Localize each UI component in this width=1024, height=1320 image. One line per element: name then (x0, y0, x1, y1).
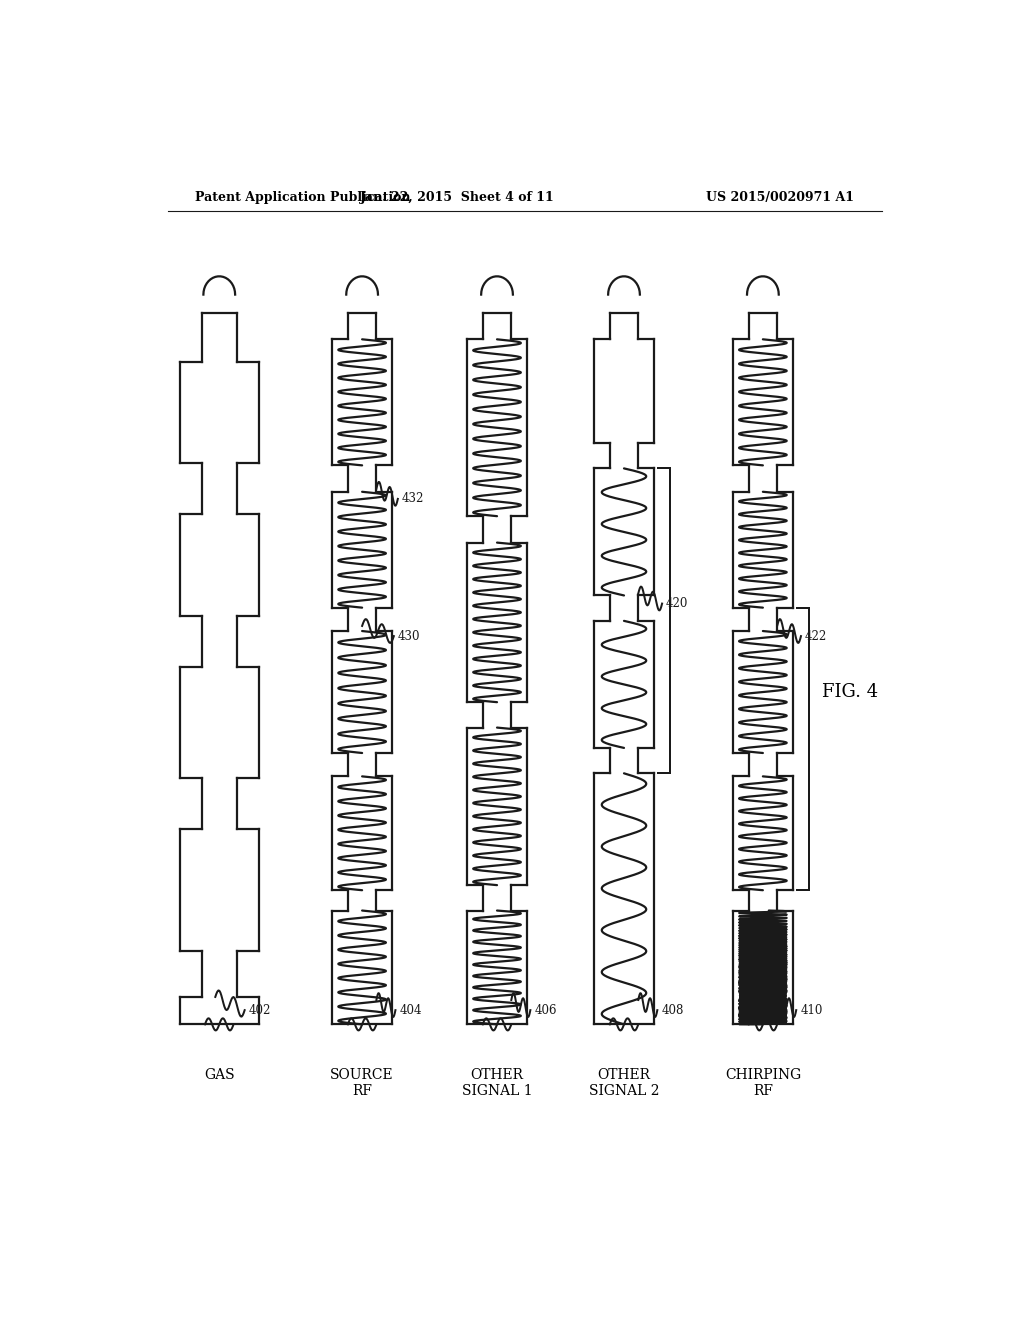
Text: 404: 404 (399, 1003, 422, 1016)
Text: 420: 420 (666, 597, 688, 610)
Text: FIG. 4: FIG. 4 (822, 682, 879, 701)
Text: Patent Application Publication: Patent Application Publication (196, 190, 411, 203)
Text: Jan. 22, 2015  Sheet 4 of 11: Jan. 22, 2015 Sheet 4 of 11 (360, 190, 555, 203)
Text: 402: 402 (249, 1003, 271, 1016)
Text: GAS: GAS (204, 1068, 234, 1082)
Text: SOURCE
RF: SOURCE RF (331, 1068, 394, 1098)
Text: 430: 430 (397, 630, 420, 643)
Text: 410: 410 (800, 1003, 822, 1016)
Text: 406: 406 (535, 1003, 557, 1016)
Text: CHIRPING
RF: CHIRPING RF (725, 1068, 801, 1098)
Text: 432: 432 (401, 492, 424, 506)
Text: OTHER
SIGNAL 1: OTHER SIGNAL 1 (462, 1068, 532, 1098)
Text: 422: 422 (805, 630, 827, 643)
Text: 408: 408 (662, 1003, 684, 1016)
Text: US 2015/0020971 A1: US 2015/0020971 A1 (707, 190, 854, 203)
Text: OTHER
SIGNAL 2: OTHER SIGNAL 2 (589, 1068, 659, 1098)
